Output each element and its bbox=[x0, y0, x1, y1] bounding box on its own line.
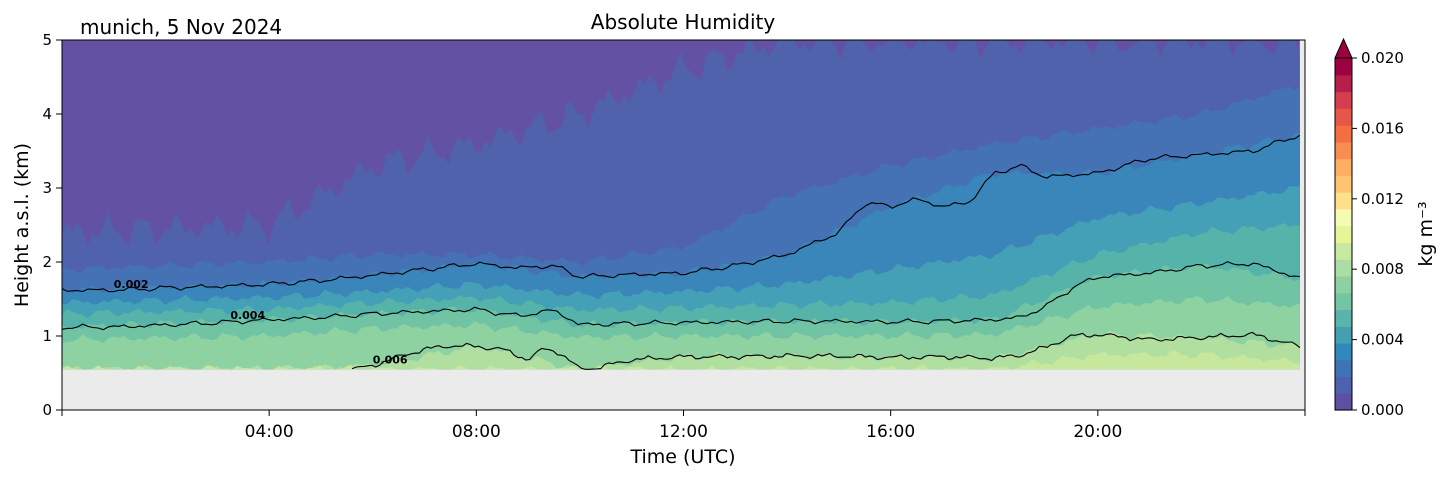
colorbar-label: kg m⁻³ bbox=[1415, 201, 1437, 266]
x-tick-label: 08:00 bbox=[452, 422, 501, 442]
colorbar-swatch bbox=[1335, 259, 1352, 277]
colorbar-swatch bbox=[1335, 309, 1352, 327]
x-tick-label: 04:00 bbox=[245, 422, 294, 442]
colorbar-tick-label: 0.020 bbox=[1361, 49, 1404, 67]
plot-area: 0.002 0.004 0.006 bbox=[61, 39, 1306, 411]
colorbar-swatch bbox=[1335, 58, 1352, 76]
contour-label: 0.002 bbox=[114, 278, 149, 291]
y-axis: 0 1 2 3 4 5 bbox=[42, 31, 62, 419]
x-tick-label: 12:00 bbox=[659, 422, 708, 442]
y-tick-label: 2 bbox=[42, 253, 52, 271]
colorbar-extend-arrow bbox=[1334, 37, 1353, 59]
chart-subtitle: munich, 5 Nov 2024 bbox=[80, 15, 282, 39]
x-tick-label: 16:00 bbox=[866, 422, 915, 442]
chart-title: Absolute Humidity bbox=[591, 10, 776, 34]
colorbar-swatch bbox=[1335, 141, 1352, 160]
colorbar-tick-label: 0.016 bbox=[1361, 119, 1404, 137]
colorbar-tick-label: 0.000 bbox=[1361, 401, 1404, 419]
colorbar-tick-label: 0.012 bbox=[1361, 190, 1404, 208]
colorbar-swatch bbox=[1335, 326, 1352, 344]
colorbar-swatch bbox=[1335, 108, 1352, 126]
x-axis: 04:00 08:00 12:00 16:00 20:00 bbox=[61, 410, 1306, 442]
colorbar-tick-label: 0.004 bbox=[1361, 331, 1404, 349]
colorbar-frame bbox=[1334, 57, 1353, 411]
y-axis-label: Height a.s.l. (km) bbox=[11, 143, 33, 307]
x-tick-label: 20:00 bbox=[1073, 422, 1122, 442]
humidity-band bbox=[62, 296, 1300, 370]
colorbar-swatch bbox=[1335, 292, 1352, 311]
y-tick-label: 4 bbox=[42, 105, 52, 123]
y-tick-label: 0 bbox=[42, 401, 52, 419]
humidity-fills bbox=[62, 40, 1300, 370]
colorbar-swatch bbox=[1335, 208, 1352, 227]
colorbar-swatch bbox=[1335, 242, 1352, 260]
contour-label: 0.006 bbox=[373, 354, 408, 367]
colorbar-swatch bbox=[1335, 225, 1352, 243]
y-tick-label: 5 bbox=[42, 31, 52, 49]
contour-label: 0.004 bbox=[230, 309, 265, 322]
colorbar-swatch bbox=[1335, 175, 1352, 193]
colorbar-swatch bbox=[1335, 376, 1352, 394]
contour-line bbox=[61, 261, 1300, 331]
colorbar-swatch bbox=[1335, 275, 1352, 294]
y-tick-label: 1 bbox=[42, 327, 52, 345]
colorbar-swatch bbox=[1335, 393, 1352, 411]
colorbar: 0.000 0.004 0.008 0.012 0.016 0.020 bbox=[1334, 37, 1404, 419]
colorbar-swatch bbox=[1335, 158, 1352, 176]
colorbar-swatch bbox=[1335, 125, 1352, 143]
contour-line bbox=[61, 134, 1301, 293]
contour-labels: 0.002 0.004 0.006 bbox=[114, 278, 408, 366]
colorbar-tick-label: 0.008 bbox=[1361, 260, 1404, 278]
y-tick-label: 3 bbox=[42, 179, 52, 197]
colorbar-swatch bbox=[1335, 74, 1352, 93]
humidity-band bbox=[62, 350, 1300, 370]
colorbar-swatch bbox=[1335, 192, 1352, 210]
contour-line bbox=[351, 331, 1301, 370]
colorbar-swatch bbox=[1335, 342, 1352, 361]
colorbar-swatch bbox=[1335, 359, 1352, 378]
colorbar-swatch bbox=[1335, 91, 1352, 109]
contour-lines bbox=[61, 134, 1301, 370]
x-axis-label: Time (UTC) bbox=[629, 446, 735, 468]
